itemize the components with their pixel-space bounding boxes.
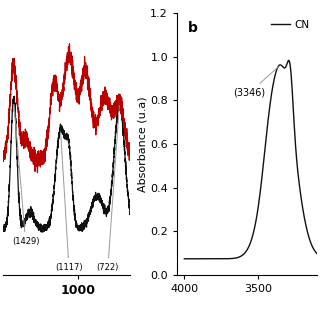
Text: (722): (722) — [97, 106, 119, 272]
Y-axis label: Absorbance (u.a): Absorbance (u.a) — [138, 96, 148, 192]
Text: (1429): (1429) — [12, 105, 39, 246]
Legend: CN: CN — [269, 18, 312, 32]
Text: b: b — [188, 21, 198, 35]
Text: (1117): (1117) — [55, 132, 83, 272]
Text: (3346): (3346) — [233, 67, 278, 98]
